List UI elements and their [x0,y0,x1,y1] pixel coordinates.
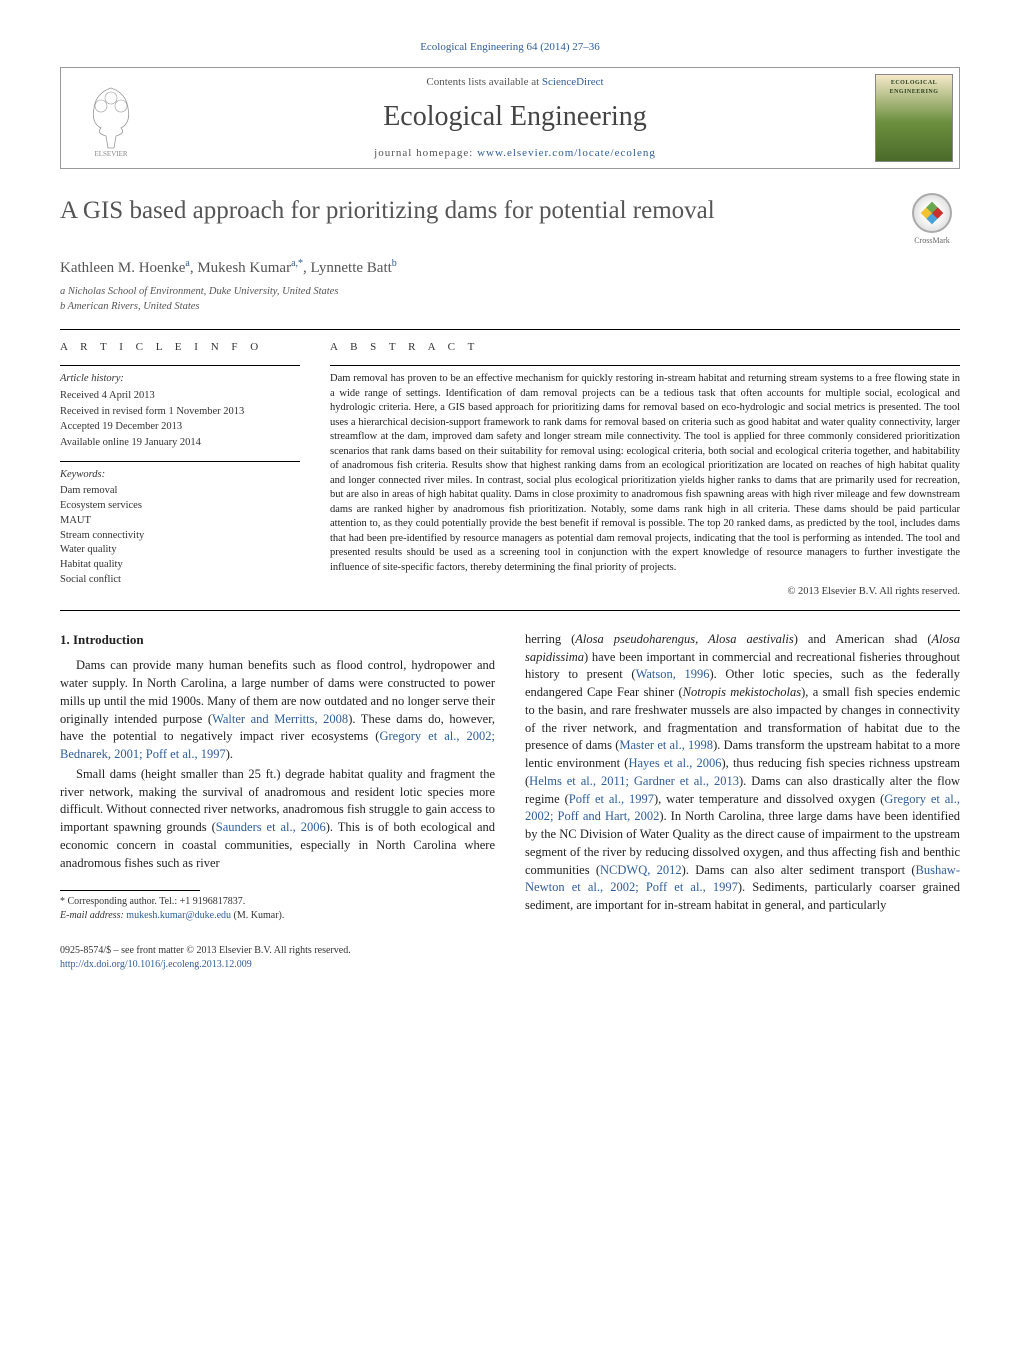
info-abstract-row: a r t i c l e i n f o Article history: R… [60,340,960,600]
corresponding-footnote: * Corresponding author. Tel.: +1 9196817… [60,895,495,923]
email-label: E-mail address: [60,910,126,921]
crossmark-label: CrossMark [904,235,960,246]
species-name: Alosa pseudoharengus, Alosa aestivalis [575,632,793,646]
keyword: Social conflict [60,573,300,588]
contents-prefix: Contents lists available at [426,76,541,88]
column-right: herring (Alosa pseudoharengus, Alosa aes… [525,631,960,924]
email-link[interactable]: mukesh.kumar@duke.edu [126,910,231,921]
citation-link[interactable]: Hayes et al., 2006 [628,756,721,770]
citation-link[interactable]: Master et al., 1998 [619,738,713,752]
section-heading: 1. Introduction [60,631,495,649]
homepage-prefix: journal homepage: [374,147,477,159]
citation-link[interactable]: Helms et al., 2011; Gardner et al., 2013 [529,774,739,788]
journal-cover: ECOLOGICAL ENGINEERING [869,68,959,168]
doi-link[interactable]: http://dx.doi.org/10.1016/j.ecoleng.2013… [60,958,960,972]
publisher-logo: ELSEVIER [61,68,161,168]
species-name: Notropis mekistocholas [683,685,801,699]
journal-cover-label: ECOLOGICAL ENGINEERING [876,75,952,96]
citation-link[interactable]: Poff et al., 1997 [569,792,654,806]
article-title: A GIS based approach for prioritizing da… [60,193,884,228]
keyword: Water quality [60,543,300,558]
page-footer: 0925-8574/$ – see front matter © 2013 El… [60,944,960,972]
keywords-block: Keywords: Dam removal Ecosystem services… [60,461,300,588]
affiliation-b: b American Rivers, United States [60,300,960,315]
abstract-copyright: © 2013 Elsevier B.V. All rights reserved… [330,585,960,600]
citation-link[interactable]: Watson, 1996 [636,667,710,681]
citation-link[interactable]: NCDWQ, 2012 [600,863,682,877]
email-suffix: (M. Kumar). [231,910,284,921]
citation-link[interactable]: Walter and Merritts, 2008 [212,712,348,726]
abstract-text: Dam removal has proven to be an effectiv… [330,372,960,575]
article-history: Article history: Received 4 April 2013 R… [60,365,300,450]
journal-title: Ecological Engineering [171,97,859,136]
keyword: Stream connectivity [60,529,300,544]
elsevier-tree-icon: ELSEVIER [76,78,146,158]
authors: Kathleen M. Hoenkea, Mukesh Kumara,*, Ly… [60,257,960,279]
homepage-line: journal homepage: www.elsevier.com/locat… [171,146,859,161]
affiliations: a Nicholas School of Environment, Duke U… [60,285,960,315]
crossmark-icon [912,193,952,233]
crossmark-badge[interactable]: CrossMark [904,193,960,246]
author-1: Kathleen M. Hoenke [60,260,185,276]
article-info-heading: a r t i c l e i n f o [60,340,300,355]
abstract-heading: a b s t r a c t [330,340,960,355]
article-info: a r t i c l e i n f o Article history: R… [60,340,300,600]
issn-line: 0925-8574/$ – see front matter © 2013 El… [60,944,960,958]
history-received: Received 4 April 2013 [60,389,300,404]
history-accepted: Accepted 19 December 2013 [60,420,300,435]
author-3: , Lynnette Batt [303,260,392,276]
history-label: Article history: [60,372,300,387]
citation-link[interactable]: Saunders et al., 2006 [216,820,326,834]
keyword: Dam removal [60,484,300,499]
rule [60,329,960,330]
footnote-rule [60,890,200,891]
svg-text:ELSEVIER: ELSEVIER [94,150,127,158]
homepage-link[interactable]: www.elsevier.com/locate/ecoleng [477,147,656,159]
keyword: Ecosystem services [60,499,300,514]
corresponding-author: * Corresponding author. Tel.: +1 9196817… [60,895,495,909]
abstract: a b s t r a c t Dam removal has proven t… [330,340,960,600]
author-2: , Mukesh Kumar [190,260,291,276]
keywords-label: Keywords: [60,468,300,483]
contents-line: Contents lists available at ScienceDirec… [171,75,859,90]
journal-header: ELSEVIER Contents lists available at Sci… [60,67,960,169]
paragraph: Dams can provide many human benefits suc… [60,657,495,764]
page: Ecological Engineering 64 (2014) 27–36 E… [0,0,1020,1012]
author-3-affil: b [392,258,397,269]
paragraph: Small dams (height smaller than 25 ft.) … [60,766,495,873]
journal-reference: Ecological Engineering 64 (2014) 27–36 [60,40,960,55]
rule [60,610,960,611]
header-center: Contents lists available at ScienceDirec… [161,69,869,167]
paragraph: herring (Alosa pseudoharengus, Alosa aes… [525,631,960,915]
column-left: 1. Introduction Dams can provide many hu… [60,631,495,924]
author-2-affil: a,* [291,258,303,269]
keyword: MAUT [60,514,300,529]
body-columns: 1. Introduction Dams can provide many hu… [60,631,960,924]
affiliation-a: a Nicholas School of Environment, Duke U… [60,285,960,300]
history-revised: Received in revised form 1 November 2013 [60,405,300,420]
history-online: Available online 19 January 2014 [60,436,300,451]
keyword: Habitat quality [60,558,300,573]
sciencedirect-link[interactable]: ScienceDirect [542,76,604,88]
